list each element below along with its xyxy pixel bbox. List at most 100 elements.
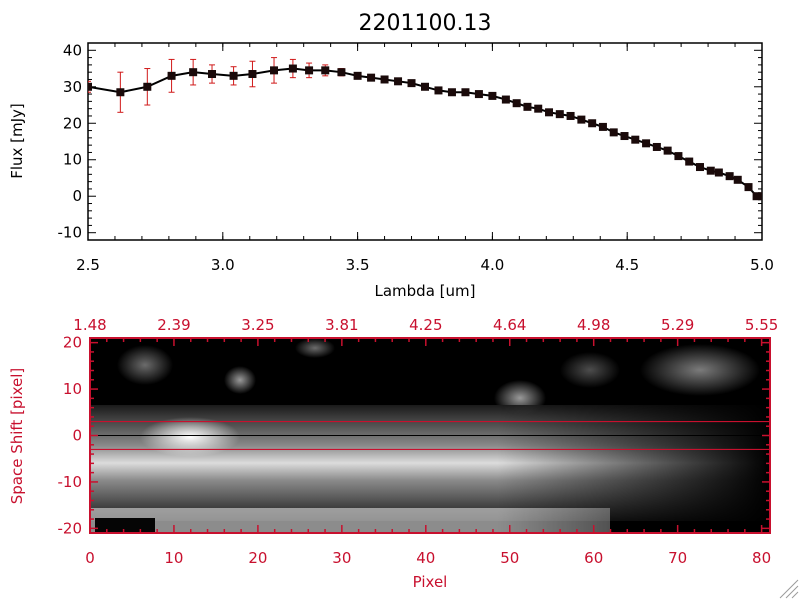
data-point: [501, 95, 510, 104]
x-tick-label: 5.0: [750, 256, 774, 274]
heatmap-y-label: Space Shift [pixel]: [8, 368, 26, 505]
x-tick-label: 40: [416, 549, 435, 567]
data-point: [566, 111, 575, 120]
data-point: [461, 88, 470, 97]
spectrum-y-label: Flux [mJy]: [8, 103, 26, 179]
x-tick-label: 4.5: [615, 256, 639, 274]
data-point: [620, 132, 629, 141]
data-point: [380, 75, 389, 84]
y-tick-label: 30: [63, 78, 82, 96]
data-point: [663, 146, 672, 155]
data-point: [143, 82, 152, 91]
data-point: [353, 71, 362, 80]
data-point: [394, 77, 403, 86]
data-point: [744, 183, 753, 192]
data-point: [588, 119, 597, 128]
data-point: [695, 163, 704, 172]
spectrum-plot-frame: [87, 42, 763, 241]
spectrum-x-axis: 2.5 3.0 3.5 4.0 4.5 5.0: [76, 43, 774, 274]
data-point: [337, 68, 346, 77]
chart-title: 2201100.13: [359, 11, 492, 36]
x-tick-label: 3.5: [346, 256, 370, 274]
y-tick-label: 20: [63, 334, 82, 352]
data-point: [733, 175, 742, 184]
data-point: [534, 104, 543, 113]
data-point: [652, 142, 661, 151]
data-point: [631, 135, 640, 144]
data-point: [512, 99, 521, 108]
data-point: [434, 86, 443, 95]
y-tick-label: -10: [58, 473, 83, 491]
y-tick-label: 20: [63, 114, 82, 132]
spectrum-y-axis: -10 0 10 20 30 40: [58, 41, 762, 242]
data-point: [321, 66, 330, 75]
top-tick-label: 5.55: [745, 316, 778, 334]
top-tick-label: 2.39: [157, 316, 190, 334]
data-point: [488, 91, 497, 100]
y-tick-label: 10: [63, 151, 82, 169]
data-point: [248, 70, 257, 79]
data-point: [706, 166, 715, 175]
data-point: [167, 71, 176, 80]
data-point: [407, 79, 416, 88]
heatmap-y-axis: -20 -10 0 10 20: [58, 334, 770, 537]
top-tick-label: 1.48: [73, 316, 106, 334]
heatmap-x-axis: 0 10 20 30 40 50 60 70 80: [85, 525, 771, 567]
x-tick-label: 70: [668, 549, 687, 567]
data-point: [208, 70, 217, 79]
x-tick-label: 80: [752, 549, 771, 567]
spectrum-image-panel: 0 10 20 30 40 50 60 70 80 1.48 2.39 3.25 3.81 4.25 4.…: [8, 316, 778, 591]
data-point: [447, 88, 456, 97]
spectrum-panel: 2.5 3.0 3.5 4.0 4.5 5.0 -10 0 10 20 30 40 Lambda […: [8, 41, 774, 300]
y-tick-label: -10: [58, 224, 83, 242]
y-tick-label: 0: [72, 427, 82, 445]
data-point: [674, 152, 683, 161]
data-point: [305, 66, 314, 75]
data-point: [555, 110, 564, 119]
data-point: [725, 172, 734, 181]
heatmap-x-label: Pixel: [413, 573, 448, 591]
data-point: [758, 192, 762, 201]
x-tick-label: 10: [164, 549, 183, 567]
top-tick-label: 4.25: [409, 316, 442, 334]
data-point: [598, 122, 607, 131]
spectrum-x-label: Lambda [um]: [375, 282, 476, 300]
top-tick-label: 3.81: [325, 316, 358, 334]
data-point: [88, 82, 92, 91]
data-point: [421, 82, 429, 91]
y-tick-label: 10: [63, 380, 82, 398]
data-point: [545, 108, 554, 117]
y-tick-label: 40: [63, 41, 82, 59]
data-point: [270, 66, 279, 75]
top-tick-label: 4.64: [493, 316, 526, 334]
data-point: [367, 73, 376, 82]
x-tick-label: 20: [248, 549, 267, 567]
data-point: [685, 157, 694, 166]
top-tick-label: 4.98: [577, 316, 610, 334]
resize-grip-icon[interactable]: [779, 579, 799, 599]
x-tick-label: 50: [500, 549, 519, 567]
data-point: [523, 102, 532, 111]
heatmap-overlays: [90, 420, 770, 451]
data-point: [116, 88, 125, 97]
data-point: [288, 64, 297, 73]
x-tick-label: 30: [332, 549, 351, 567]
data-point: [229, 71, 238, 80]
data-point: [474, 90, 483, 99]
spectrum-series: [88, 57, 762, 201]
heatmap-top-axis: 1.48 2.39 3.25 3.81 4.25 4.64 4.98 5.29 5.55: [73, 316, 778, 346]
y-tick-label: 0: [72, 187, 82, 205]
x-tick-label: 3.0: [211, 256, 235, 274]
data-point: [577, 115, 586, 124]
data-point: [609, 128, 618, 137]
data-point: [189, 68, 198, 77]
data-point: [642, 139, 651, 148]
top-tick-label: 5.29: [661, 316, 694, 334]
top-tick-label: 3.25: [241, 316, 274, 334]
x-tick-label: 0: [85, 549, 95, 567]
x-tick-label: 60: [584, 549, 603, 567]
data-point: [752, 192, 761, 201]
y-tick-label: -20: [58, 519, 83, 537]
x-tick-label: 4.0: [480, 256, 504, 274]
